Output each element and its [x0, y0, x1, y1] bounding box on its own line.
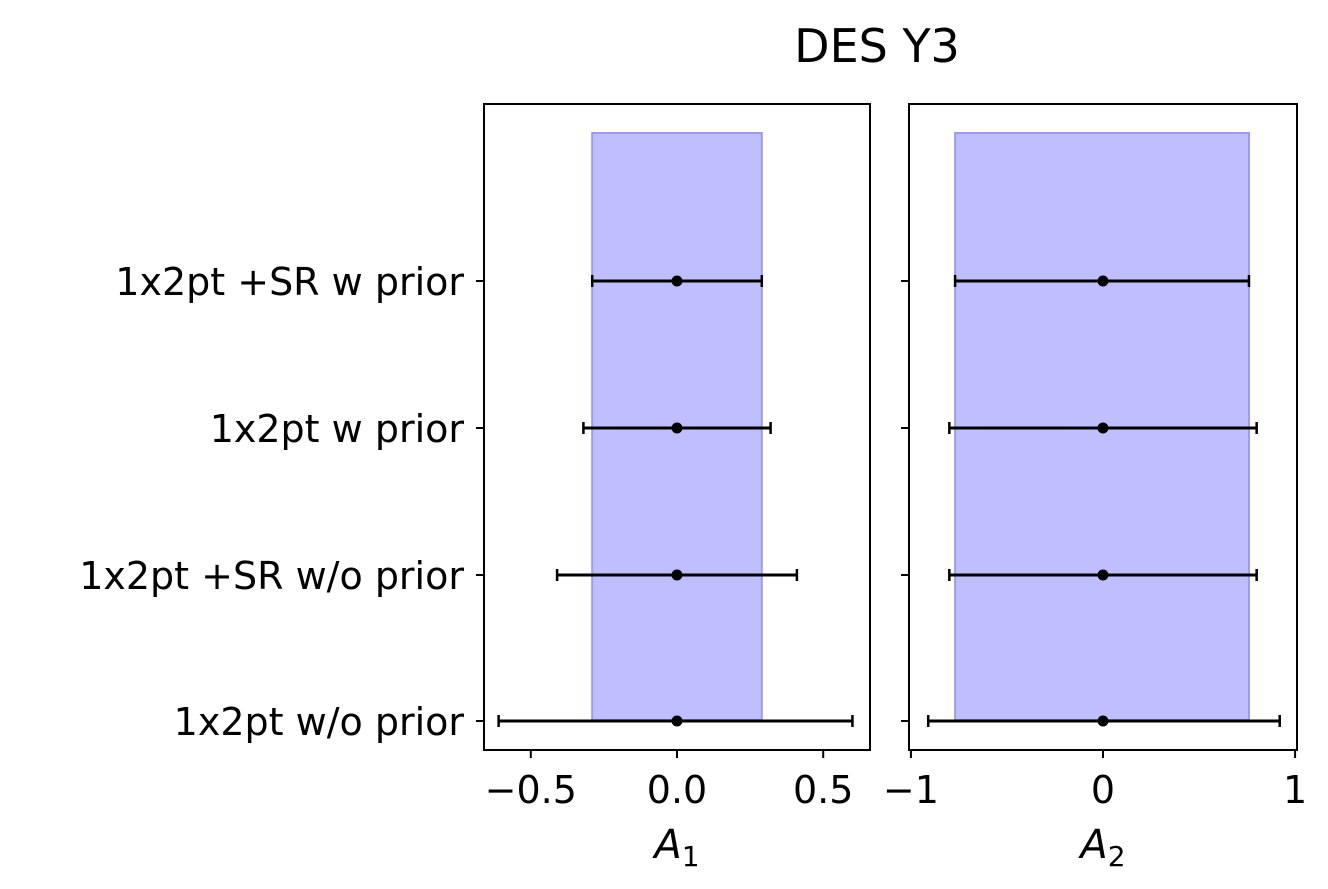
data-point — [1097, 715, 1109, 727]
panel-a2: −1 0 1 A2 — [883, 103, 1307, 873]
category-label: 1x2pt w/o prior — [174, 700, 465, 744]
x-axis-label: A1 — [651, 822, 699, 873]
x-axis-label-main: A — [1077, 822, 1107, 868]
data-point — [671, 422, 683, 434]
data-point — [1097, 422, 1109, 434]
x-axis-label-main: A — [651, 822, 681, 868]
data-point — [671, 569, 683, 581]
category-label: 1x2pt w prior — [210, 407, 465, 451]
x-tick-label: 1 — [1283, 768, 1307, 812]
x-tick-label: −0.5 — [485, 768, 577, 812]
x-tick-label: −1 — [883, 768, 939, 812]
data-point — [1097, 275, 1109, 287]
chart-title: DES Y3 — [794, 19, 960, 73]
category-label: 1x2pt +SR w/o prior — [79, 554, 464, 598]
data-point — [671, 715, 683, 727]
category-labels: 1x2pt +SR w prior 1x2pt w prior 1x2pt +SR … — [79, 260, 464, 744]
x-axis-label-sub: 1 — [682, 840, 700, 873]
category-label: 1x2pt +SR w prior — [115, 260, 464, 304]
x-tick-label: 0.5 — [793, 768, 853, 812]
x-tick-label: 0.0 — [647, 768, 707, 812]
panel-a1: −0.5 0.0 0.5 A1 — [476, 103, 871, 873]
data-point — [1097, 569, 1109, 581]
data-point — [671, 275, 683, 287]
x-tick-label: 0 — [1091, 768, 1115, 812]
x-axis-label: A2 — [1077, 822, 1125, 873]
x-axis-label-sub: 2 — [1108, 840, 1126, 873]
